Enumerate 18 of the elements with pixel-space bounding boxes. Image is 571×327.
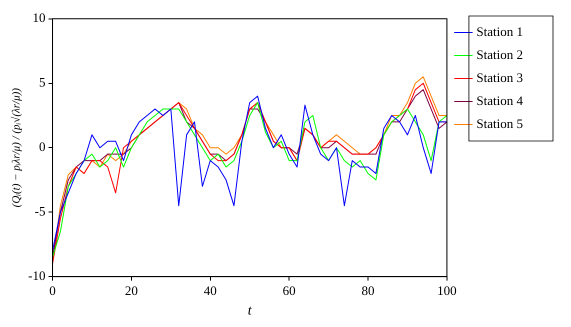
y-tick-label: 10 — [32, 10, 46, 26]
legend-label: Station 2 — [476, 46, 524, 62]
y-tick-label: 0 — [39, 139, 46, 154]
x-axis-title: t — [248, 303, 253, 318]
legend-label: Station 5 — [476, 116, 524, 131]
legend-label: Station 4 — [476, 92, 524, 108]
x-tick-label: 60 — [282, 282, 296, 298]
x-tick-label: 80 — [362, 282, 375, 298]
x-tick-label: 100 — [437, 282, 457, 298]
legend-label: Station 3 — [476, 70, 524, 85]
x-tick-label: 20 — [124, 282, 138, 298]
y-tick-label: -10 — [28, 268, 46, 284]
y-axis-title: (Qᵢ(t) − pᵢλr/μ) / (pᵢ√(λr/μ)) — [10, 88, 22, 208]
x-tick-label: 40 — [204, 282, 217, 298]
legend-label: Station 1 — [476, 24, 524, 39]
x-tick-label: 0 — [49, 282, 56, 298]
y-tick-label: -5 — [34, 204, 46, 219]
y-tick-label: 5 — [39, 74, 46, 90]
